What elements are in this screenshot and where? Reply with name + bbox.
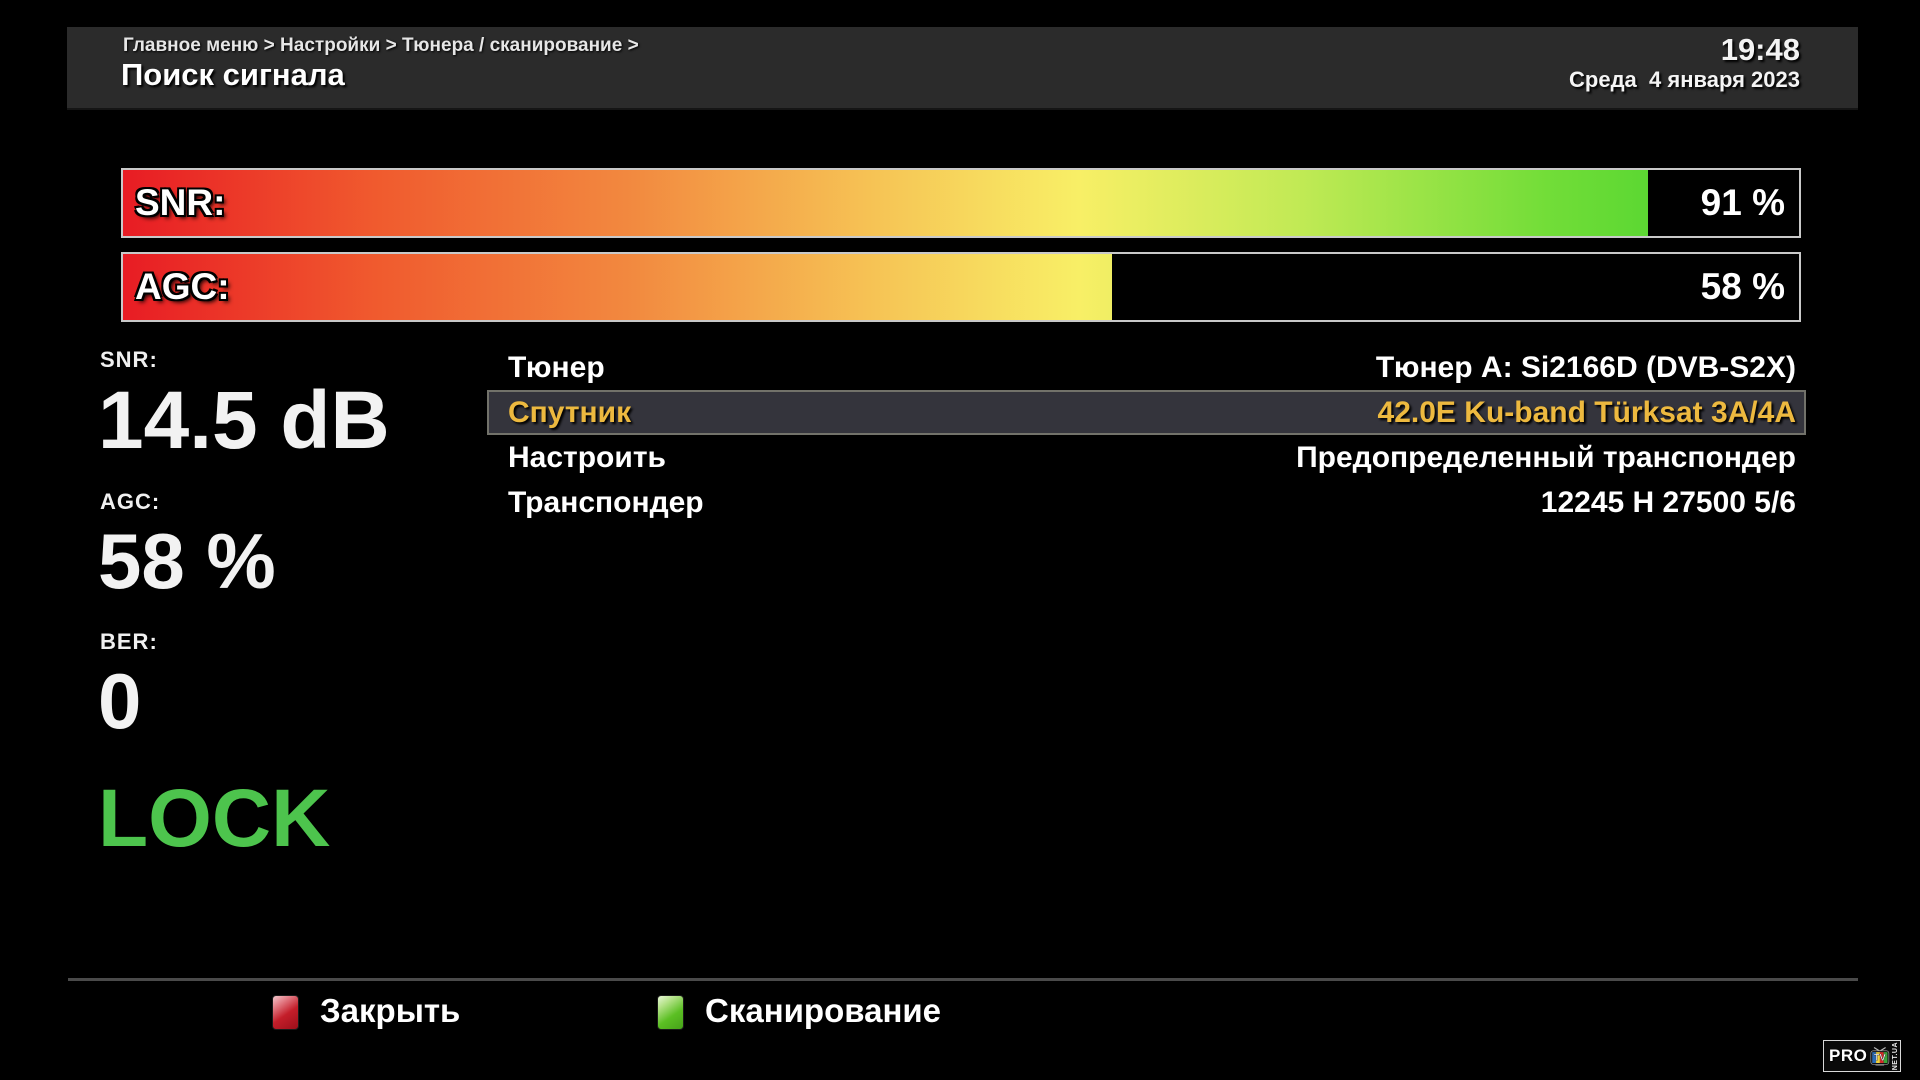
- clock: 19:48 Среда 4 января 2023: [1569, 33, 1800, 93]
- menu-row-tune-mode[interactable]: Настроить Предопределенный транспондер: [487, 435, 1806, 480]
- menu-value: 12245 H 27500 5/6: [1540, 485, 1796, 519]
- agc-bar-label: AGC:: [135, 266, 230, 307]
- menu-row-tuner[interactable]: Тюнер Тюнер A: Si2166D (DVB-S2X): [487, 345, 1806, 390]
- close-button[interactable]: Закрыть: [320, 992, 461, 1029]
- menu-value: 42.0E Ku-band Türksat 3A/4A: [1377, 395, 1796, 429]
- protv-logo-text: PRO: [1829, 1046, 1868, 1065]
- menu-value: Тюнер A: Si2166D (DVB-S2X): [1375, 350, 1796, 384]
- green-key-icon[interactable]: [657, 995, 684, 1030]
- menu-row-satellite[interactable]: Спутник 42.0E Ku-band Türksat 3A/4A: [487, 390, 1806, 435]
- tuner-menu: Тюнер Тюнер A: Si2166D (DVB-S2X) Спутник…: [487, 345, 1806, 525]
- menu-label: Спутник: [508, 395, 632, 429]
- snr-signal-bar: SNR: 91 %: [121, 168, 1801, 238]
- protv-watermark: PRO TV NET.UA: [1823, 1040, 1901, 1072]
- lock-status: LOCK: [98, 773, 331, 864]
- breadcrumb: Главное меню > Настройки > Тюнера / скан…: [123, 35, 639, 56]
- svg-text:TV: TV: [1874, 1052, 1887, 1062]
- header-bar: Главное меню > Настройки > Тюнера / скан…: [67, 27, 1858, 110]
- footer-divider: [68, 978, 1858, 981]
- time-text: 19:48: [1720, 32, 1800, 67]
- menu-label: Тюнер: [508, 350, 605, 384]
- red-key-icon[interactable]: [272, 995, 299, 1030]
- tv-logo-icon: TV: [1870, 1046, 1890, 1066]
- scan-button[interactable]: Сканирование: [705, 992, 942, 1029]
- snr-stat-label: SNR:: [100, 347, 158, 372]
- page-title: Поиск сигнала: [121, 57, 345, 92]
- ber-stat-label: BER:: [100, 629, 158, 654]
- menu-label: Транспондер: [508, 485, 704, 519]
- snr-bar-label: SNR:: [135, 182, 226, 223]
- snr-stat-value: 14.5 dB: [98, 375, 390, 466]
- date-text: Среда 4 января 2023: [1569, 67, 1800, 92]
- netua-logo-text: NET.UA: [1892, 1041, 1899, 1071]
- agc-bar-value: 58 %: [1700, 266, 1785, 307]
- agc-bar-fill: [123, 254, 1112, 320]
- menu-value: Предопределенный транспондер: [1296, 440, 1796, 474]
- menu-label: Настроить: [508, 440, 666, 474]
- agc-signal-bar: AGC: 58 %: [121, 252, 1801, 322]
- snr-bar-value: 91 %: [1700, 182, 1785, 223]
- agc-stat-value: 58 %: [98, 517, 276, 605]
- ber-stat-value: 0: [98, 657, 142, 745]
- menu-row-transponder[interactable]: Транспондер 12245 H 27500 5/6: [487, 480, 1806, 525]
- snr-bar-fill: [123, 170, 1649, 236]
- agc-stat-label: AGC:: [100, 489, 161, 514]
